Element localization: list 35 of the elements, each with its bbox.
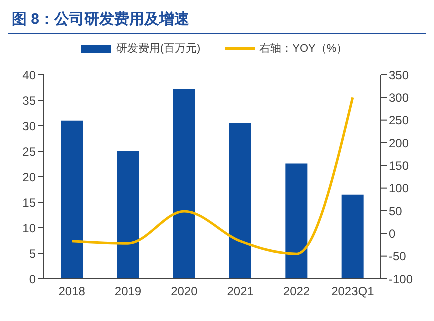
y-tick-label: 10 [22, 221, 36, 236]
bar [286, 164, 308, 279]
y2-tick-label: -50 [389, 250, 407, 264]
y-tick-label: 40 [22, 68, 36, 82]
y-tick-label: 35 [22, 94, 36, 108]
bar [117, 152, 140, 279]
chart-title: 图 8：公司研发费用及增速 [8, 8, 426, 34]
y2-tick-label: 50 [389, 204, 403, 218]
y2-tick-label: 200 [389, 136, 410, 150]
y-tick-label: 20 [22, 170, 36, 184]
y2-tick-label: 150 [389, 158, 410, 173]
y-tick-label: 25 [22, 144, 36, 159]
x-tick-label: 2019 [114, 284, 142, 299]
y2-tick-label: 300 [389, 90, 410, 105]
bar [342, 194, 364, 279]
x-tick-label: 2023Q1 [332, 284, 375, 299]
x-tick-label: 2021 [227, 284, 254, 299]
y-tick-label: 0 [29, 272, 36, 286]
y2-tick-label: 100 [389, 182, 410, 196]
y-tick-label: 5 [29, 246, 36, 261]
y-tick-label: 15 [22, 196, 36, 210]
x-tick-label: 2022 [283, 284, 310, 299]
legend-label: 右轴：YOY（%） [258, 42, 348, 56]
x-tick-label: 2018 [58, 284, 86, 299]
bar [173, 89, 196, 279]
y-tick-label: 30 [22, 119, 36, 134]
y2-tick-label: 250 [389, 114, 410, 128]
bar [230, 122, 252, 279]
y2-tick-label: 0 [389, 226, 396, 241]
x-tick-label: 2020 [171, 284, 198, 299]
y2-tick-label: 350 [389, 68, 410, 82]
line-series [70, 96, 354, 256]
bar [61, 120, 83, 279]
legend-label: 研发费用(百万元) [115, 42, 201, 56]
y2-tick-label: -100 [389, 272, 414, 286]
